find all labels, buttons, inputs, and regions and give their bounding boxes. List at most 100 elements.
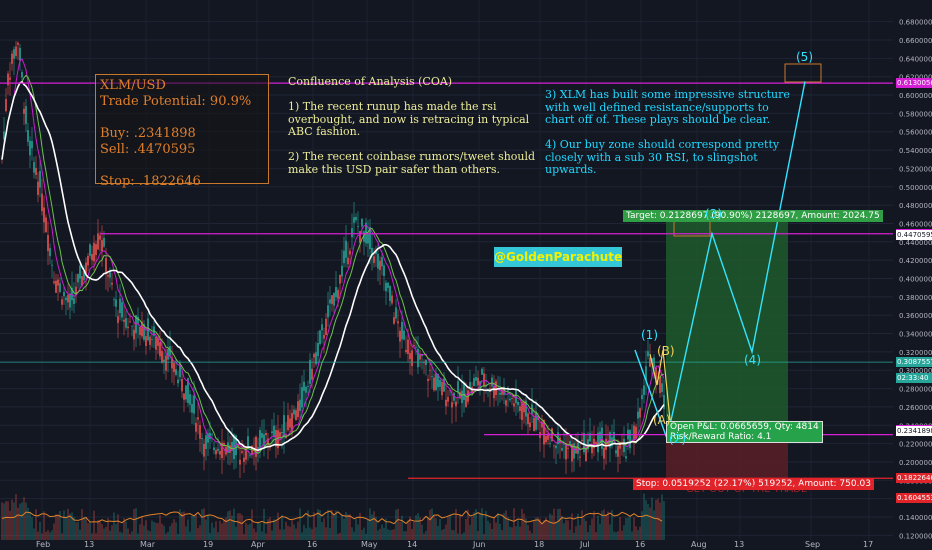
candle-body <box>129 321 131 323</box>
volume-bar <box>161 523 163 540</box>
volume-bar <box>509 526 511 540</box>
volume-bar <box>617 531 619 540</box>
candle-body <box>543 419 545 445</box>
volume-bar <box>59 511 61 540</box>
candle-body <box>51 264 53 266</box>
volume-bar <box>543 520 545 540</box>
candle-body <box>271 431 273 434</box>
volume-bar <box>357 524 359 540</box>
candle-body <box>57 279 59 286</box>
volume-bar <box>355 518 357 540</box>
candle-body <box>595 442 597 445</box>
volume-bar <box>115 524 117 540</box>
volume-bar <box>45 531 47 540</box>
candle-body <box>279 432 281 437</box>
volume-bar <box>389 530 391 540</box>
volume-bar <box>351 527 353 540</box>
note-line: Confluence of Analysis (COA) <box>288 75 453 88</box>
volume-bar <box>99 521 101 540</box>
volume-bar <box>563 523 565 540</box>
note-line: ABC fashion. <box>288 125 361 138</box>
x-axis[interactable]: Feb 13 Mar 19 Apr 16 May 14 Jun 18 Jul 16 Aug 13 Sep 17 <box>36 540 873 549</box>
volume-bar <box>235 526 237 540</box>
price-tag: 0.1822646 <box>896 473 932 484</box>
x-tick-label: Feb <box>36 540 50 549</box>
volume-bar <box>591 518 593 540</box>
volume-bar <box>93 510 95 540</box>
candle-body <box>505 400 507 406</box>
candle-body <box>79 265 81 279</box>
volume-bar <box>205 519 207 540</box>
candle-body <box>255 436 257 457</box>
volume-bar <box>167 531 169 540</box>
candle-body <box>287 415 289 431</box>
note-line: 1) The recent runup has made the rsi <box>288 100 497 113</box>
candle-body <box>663 395 665 409</box>
volume-bar <box>139 524 141 540</box>
candle-body <box>267 438 269 445</box>
x-tick-label: 13 <box>734 540 744 549</box>
candle-body <box>353 217 355 223</box>
volume-bar <box>229 510 231 540</box>
note-line: with well defined resistance/supports to <box>545 100 769 114</box>
target-label[interactable]: Target: 0.2128697 (90.90%) 2128697, Amou… <box>623 210 883 222</box>
candle-body <box>5 99 7 112</box>
candle-body <box>447 396 449 402</box>
volume-bar <box>491 529 493 540</box>
candle-body <box>563 443 565 445</box>
volume-bar <box>423 533 425 540</box>
candle-body <box>367 233 369 244</box>
volume-bar <box>597 515 599 540</box>
volume-bar <box>149 531 151 540</box>
candle-body <box>465 397 467 408</box>
volume-bar <box>129 533 131 540</box>
volume-bar <box>519 526 521 540</box>
candle-body <box>53 281 55 284</box>
volume-bar <box>107 517 109 540</box>
candle-body <box>577 442 579 454</box>
candle-body <box>593 438 595 449</box>
candle-body <box>203 443 205 457</box>
volume-bar <box>237 513 239 540</box>
candle-body <box>205 435 207 449</box>
candle-body <box>95 244 97 256</box>
abc-correction <box>649 349 671 421</box>
volume-bar <box>449 515 451 540</box>
volume-bar <box>465 518 467 540</box>
volume-bar <box>323 518 325 540</box>
volume-bar <box>83 516 85 540</box>
candle-body <box>587 439 589 450</box>
candle-body <box>525 400 527 417</box>
volume-bar <box>145 520 147 540</box>
candle-body <box>513 403 515 407</box>
volume-bar <box>5 501 7 540</box>
author-handle: @GoldenParachute <box>494 247 622 267</box>
volume-bar <box>203 508 205 540</box>
volume-bar <box>11 499 13 540</box>
candle-body <box>485 384 487 386</box>
volume-bar <box>587 532 589 540</box>
trade-info-box: XLM/USD Trade Potential: 90.9% Buy: .234… <box>95 74 269 189</box>
volume-bar <box>275 520 277 540</box>
volume-bar <box>111 525 113 540</box>
candle-body <box>523 401 525 413</box>
candle-body <box>215 450 217 455</box>
volume-bar <box>233 508 235 540</box>
volume-bar <box>231 515 233 540</box>
stop-label[interactable]: Stop: 0.0519252 (22.17%) 519252, Amount:… <box>633 478 874 490</box>
open-pnl-label[interactable]: Open P&L: 0.0665659, Qty: 4814 Risk/Rewa… <box>666 421 823 443</box>
volume-bar <box>49 532 51 540</box>
wave-label-3: (3) <box>705 207 722 221</box>
x-tick-label: 19 <box>203 540 213 549</box>
volume-bar <box>463 532 465 540</box>
candle-body <box>607 441 609 446</box>
candle-body <box>121 302 123 318</box>
volume-bar <box>225 517 227 540</box>
volume-bar <box>123 518 125 540</box>
candle-body <box>283 415 285 438</box>
candle-body <box>535 411 537 430</box>
elliott-wave-projection <box>634 81 806 442</box>
